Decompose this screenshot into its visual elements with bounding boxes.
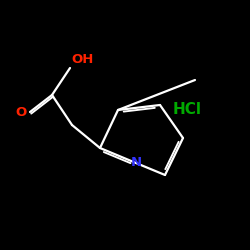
Text: O: O [16,106,27,118]
Text: OH: OH [71,53,94,66]
Text: N: N [130,156,141,170]
Text: HCl: HCl [173,102,202,118]
